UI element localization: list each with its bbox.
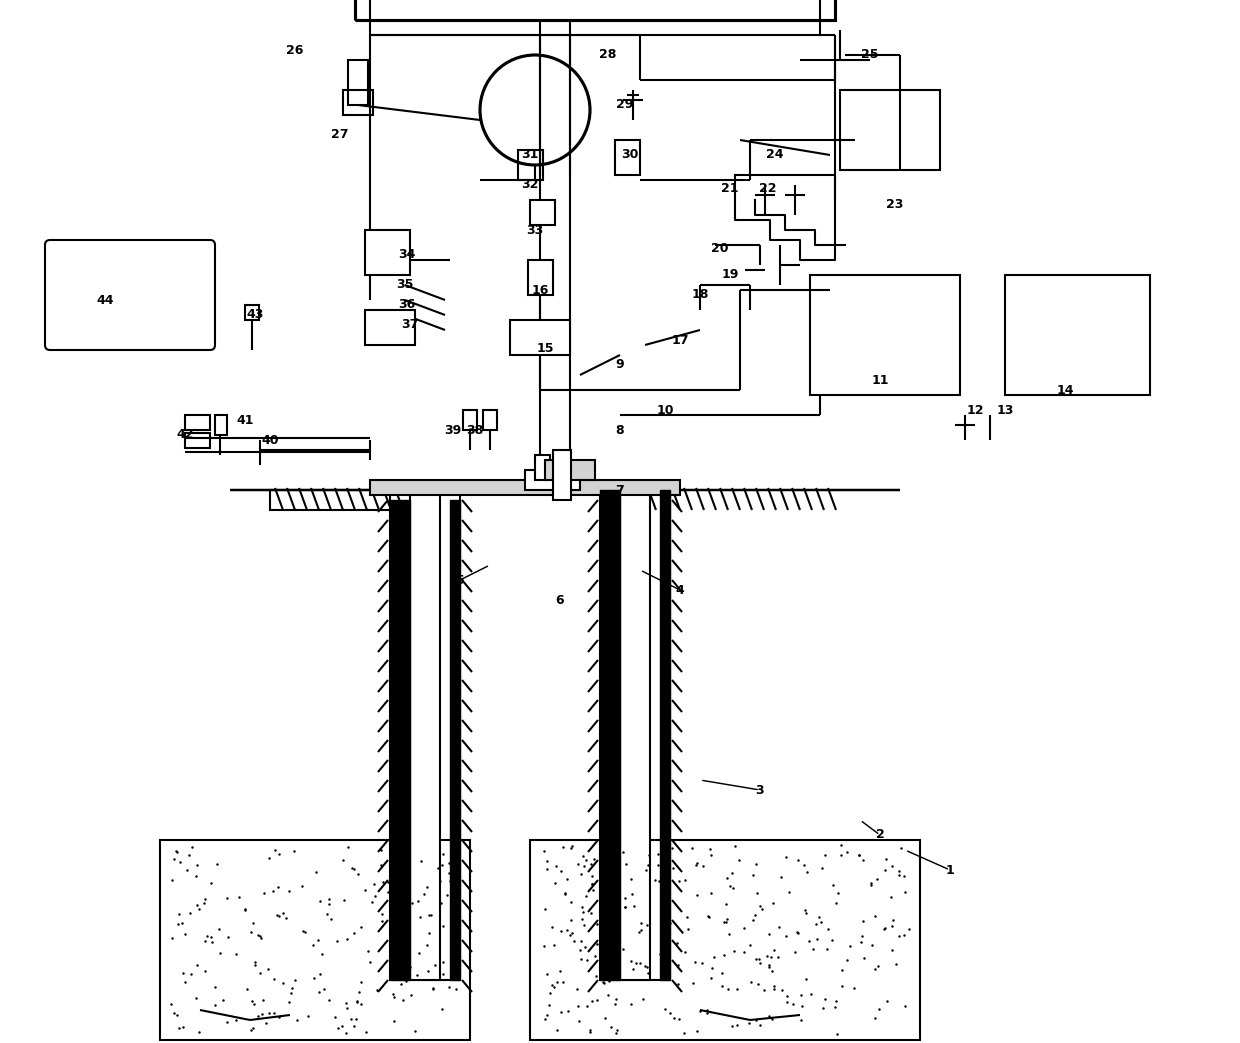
Bar bbox=[810, 275, 960, 395]
Text: 23: 23 bbox=[887, 198, 904, 212]
Bar bbox=[839, 90, 940, 170]
Bar bbox=[391, 490, 460, 980]
Bar bbox=[615, 140, 640, 175]
Bar bbox=[529, 840, 920, 1040]
Text: 6: 6 bbox=[556, 593, 564, 606]
Text: 42: 42 bbox=[176, 429, 193, 441]
Bar bbox=[529, 200, 556, 225]
Text: 24: 24 bbox=[766, 148, 784, 162]
Text: 5: 5 bbox=[455, 574, 464, 586]
Text: 35: 35 bbox=[397, 278, 414, 291]
Text: 17: 17 bbox=[671, 334, 688, 346]
Bar bbox=[553, 450, 570, 500]
Text: 18: 18 bbox=[692, 289, 709, 301]
Bar bbox=[528, 260, 553, 295]
Text: 16: 16 bbox=[531, 284, 548, 296]
Text: 11: 11 bbox=[872, 373, 889, 387]
Text: 31: 31 bbox=[521, 148, 538, 162]
Bar bbox=[246, 305, 259, 320]
Text: 33: 33 bbox=[526, 223, 543, 237]
Bar bbox=[365, 310, 415, 345]
Text: 9: 9 bbox=[616, 359, 624, 371]
Text: 22: 22 bbox=[759, 181, 776, 194]
Text: 15: 15 bbox=[536, 341, 554, 355]
Text: 32: 32 bbox=[521, 178, 538, 192]
Text: 2: 2 bbox=[875, 828, 884, 842]
Text: 1: 1 bbox=[946, 864, 955, 876]
Bar bbox=[600, 490, 670, 980]
Bar bbox=[620, 490, 650, 980]
Text: 37: 37 bbox=[402, 318, 419, 332]
Bar bbox=[463, 410, 477, 430]
Text: 39: 39 bbox=[444, 423, 461, 437]
Text: 28: 28 bbox=[599, 49, 616, 62]
Bar bbox=[510, 320, 570, 355]
Text: 10: 10 bbox=[656, 404, 673, 416]
Bar bbox=[270, 490, 430, 510]
Bar bbox=[185, 433, 210, 448]
Bar bbox=[450, 500, 460, 980]
Bar bbox=[484, 410, 497, 430]
Text: 14: 14 bbox=[1056, 384, 1074, 396]
Bar bbox=[348, 60, 368, 105]
Text: 26: 26 bbox=[286, 44, 304, 56]
Text: 4: 4 bbox=[676, 583, 684, 597]
Bar bbox=[525, 470, 580, 490]
Text: 12: 12 bbox=[966, 404, 983, 416]
Bar bbox=[534, 455, 551, 480]
Text: 41: 41 bbox=[237, 413, 254, 427]
Bar bbox=[160, 840, 470, 1040]
Text: 40: 40 bbox=[262, 434, 279, 446]
Text: 38: 38 bbox=[466, 423, 484, 437]
Bar bbox=[365, 231, 410, 275]
Text: 7: 7 bbox=[615, 484, 625, 496]
Bar bbox=[391, 500, 410, 980]
Text: 20: 20 bbox=[712, 242, 729, 254]
Text: 30: 30 bbox=[621, 148, 639, 162]
Text: 3: 3 bbox=[755, 783, 764, 797]
Bar bbox=[660, 490, 670, 980]
Bar bbox=[185, 415, 210, 430]
Text: 29: 29 bbox=[616, 98, 634, 112]
Bar bbox=[370, 480, 680, 495]
Bar bbox=[370, 0, 820, 35]
Bar bbox=[355, 0, 835, 20]
Bar bbox=[518, 150, 543, 180]
Bar bbox=[1004, 275, 1149, 395]
Bar bbox=[600, 490, 620, 980]
Text: 8: 8 bbox=[616, 423, 624, 437]
Text: 19: 19 bbox=[722, 268, 739, 282]
Text: 27: 27 bbox=[331, 128, 348, 142]
Bar bbox=[343, 90, 373, 115]
Text: 34: 34 bbox=[398, 248, 415, 262]
Bar bbox=[410, 490, 440, 980]
Text: 25: 25 bbox=[862, 49, 879, 62]
Bar bbox=[546, 460, 595, 480]
Text: 21: 21 bbox=[722, 181, 739, 194]
Text: 43: 43 bbox=[247, 309, 264, 321]
FancyBboxPatch shape bbox=[45, 240, 215, 350]
Text: 44: 44 bbox=[97, 293, 114, 307]
Text: 36: 36 bbox=[398, 298, 415, 312]
Text: 13: 13 bbox=[996, 404, 1013, 416]
Bar bbox=[215, 415, 227, 435]
